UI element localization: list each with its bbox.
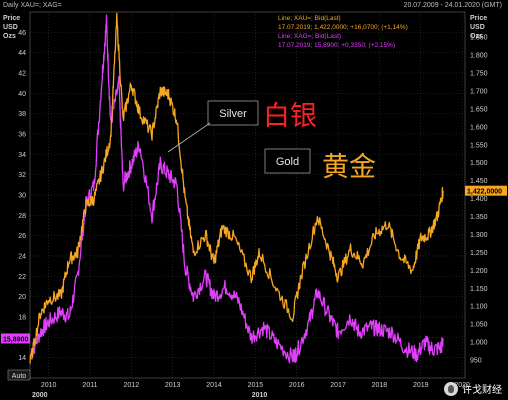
gold-chinese-label: 黄金 <box>322 152 376 183</box>
right-tick-label: 1.150 <box>470 286 488 293</box>
right-tick-label: 1.800 <box>470 53 488 60</box>
left-tick-label: 40 <box>18 91 26 98</box>
left-tick-label: 36 <box>18 132 26 139</box>
chart-title: Daily XAU=; XAG= <box>3 2 62 9</box>
right-tick-label: 1.650 <box>470 106 488 113</box>
gold-callout-box <box>264 148 311 174</box>
legend-gold-name: Line; XAU=; Bid(Last) <box>278 15 341 22</box>
left-tick-label: 28 <box>18 213 26 220</box>
x-tick-label: 2020 <box>454 382 470 389</box>
silver-callout-box <box>207 100 259 126</box>
x-tick-label: 2019 <box>413 382 429 389</box>
left-tick-label: 32 <box>18 172 26 179</box>
auto-button-label[interactable]: Auto <box>12 373 27 380</box>
x-tick-label: 2015 <box>248 382 264 389</box>
right-tick-label: 1.300 <box>470 232 488 239</box>
left-tick-label: 34 <box>18 152 26 159</box>
right-axis-header-line: Ozs <box>470 33 483 40</box>
x-tick-label: 2013 <box>165 382 181 389</box>
left-axis-header: Price USD Ozs <box>3 14 20 41</box>
legend-gold-value: 17.07.2019; 1,422,0000; +16,0700; (+1,14… <box>278 24 408 31</box>
right-tick-label: 1.750 <box>470 71 488 78</box>
left-tick-label: 18 <box>18 315 26 322</box>
gold-callout-label: Gold <box>276 156 299 168</box>
left-tick-label: 22 <box>18 274 26 281</box>
right-tick-label: 950 <box>470 358 482 365</box>
watermark-text: 许戈财经 <box>462 385 502 396</box>
gold-last-value-label: 1,422,0000 <box>467 189 502 196</box>
gold-series-line <box>29 12 444 364</box>
silver-last-value-flag <box>1 333 30 344</box>
left-tick-label: 14 <box>18 355 26 362</box>
left-tick-label: 38 <box>18 111 26 118</box>
title-bar: Daily XAU=; XAG= 20.07.2009 - 24.01.2020… <box>0 0 508 13</box>
watermark: 许戈财经 <box>444 381 502 396</box>
right-tick-label: 1.050 <box>470 322 488 329</box>
silver-last-value-label: 15,8900 <box>3 336 28 343</box>
wechat-icon <box>444 381 458 396</box>
x-tick-label: 2018 <box>372 382 388 389</box>
left-tick-label: 26 <box>18 233 26 240</box>
left-tick-label: 24 <box>18 254 26 261</box>
legend-silver-value: 17.07.2019; 15,8900; +0,3350; (+2,15%) <box>278 42 395 49</box>
x-tick-label: 2014 <box>206 382 222 389</box>
right-tick-label: 1.500 <box>470 160 488 167</box>
silver-chinese-label: 白银 <box>263 101 317 132</box>
silver-series-line <box>29 14 444 364</box>
right-tick-label: 1.250 <box>470 250 488 257</box>
right-axis-header-line: Price <box>470 15 488 22</box>
right-tick-label: 1.550 <box>470 142 488 149</box>
silver-callout-label: Silver <box>219 108 247 120</box>
x-major-label: 2010 <box>252 392 268 399</box>
right-tick-label: 1.400 <box>470 196 488 203</box>
right-tick-label: 1.350 <box>470 214 488 221</box>
auto-button-frame[interactable] <box>7 369 31 381</box>
right-axis-header: Price USD Ozs <box>470 14 487 41</box>
x-tick-label: 2010 <box>41 382 57 389</box>
left-axis-header-line: Ozs <box>3 33 16 40</box>
left-tick-label: 44 <box>18 50 26 57</box>
x-major-label: 2000 <box>32 392 48 399</box>
silver-callout-pointer <box>167 122 211 153</box>
legend-silver-name: Line; XAG=; Bid(Last) <box>278 33 341 40</box>
auto-scale-button[interactable]: Auto <box>7 369 31 381</box>
x-tick-label: 2011 <box>82 382 97 389</box>
right-tick-label: 1.200 <box>470 268 488 275</box>
right-tick-label: 1.700 <box>470 88 488 95</box>
x-tick-label: 2017 <box>330 382 346 389</box>
left-tick-label: 20 <box>18 294 26 301</box>
left-tick-label: 46 <box>18 30 26 37</box>
left-axis-header-line: Price <box>3 15 21 22</box>
right-tick-label: 1.850 <box>470 35 488 42</box>
left-axis-header-line: USD <box>3 24 18 31</box>
right-tick-label: 1.450 <box>470 178 488 185</box>
right-tick-label: 1.600 <box>470 124 488 131</box>
right-tick-label: 1.000 <box>470 340 488 347</box>
left-tick-label: 42 <box>18 71 26 78</box>
left-tick-label: 30 <box>18 193 26 200</box>
gold-last-value-flag <box>465 185 507 196</box>
right-axis-header-line: USD <box>470 24 485 31</box>
x-tick-label: 2012 <box>124 382 140 389</box>
x-tick-label: 2016 <box>289 382 305 389</box>
right-tick-label: 1.100 <box>470 304 488 311</box>
date-range: 20.07.2009 - 24.01.2020 (GMT) <box>403 2 502 9</box>
